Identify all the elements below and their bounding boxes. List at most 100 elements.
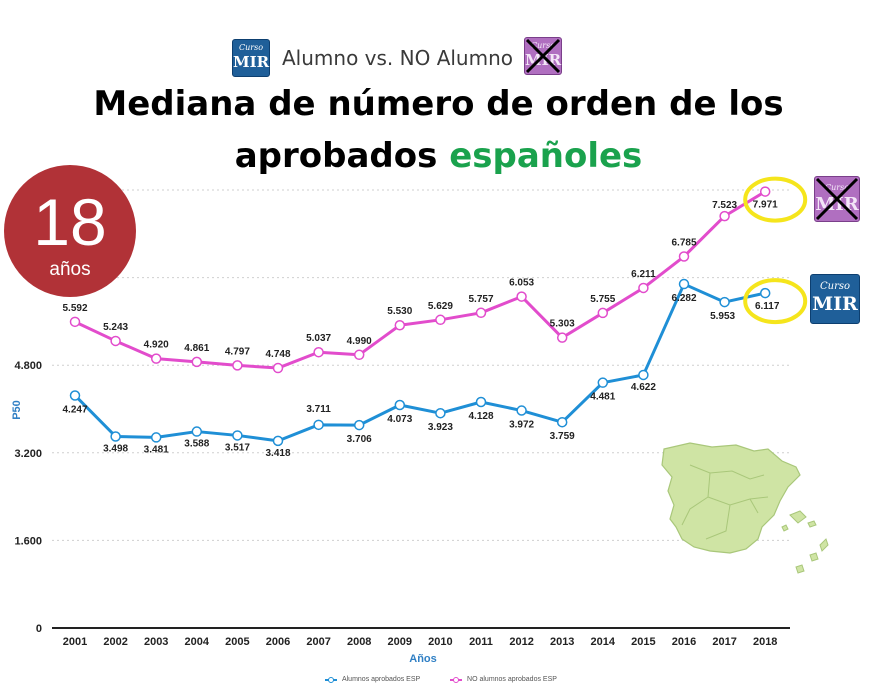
x-tick-label: 2009 [388,636,412,648]
legend-item-alumnos: Alumnos aprobados ESP [341,676,421,683]
data-point [638,282,649,294]
x-tick-label: 2003 [144,636,168,648]
data-point [110,335,121,347]
data-label: 6.785 [671,238,696,249]
x-tick-label: 2010 [428,636,452,648]
data-point [69,316,81,328]
data-label: 4.622 [631,382,656,393]
data-point [394,399,406,411]
logo-text-top: Curso [238,43,264,52]
data-point [516,291,527,302]
x-tick-label: 2018 [753,636,777,648]
x-tick-label: 2016 [672,636,696,648]
series-line [74,190,766,370]
x-tick-label: 2004 [185,636,210,648]
logo-text-top: Curso [530,41,556,50]
legend-marker-blue [325,676,337,683]
data-label: 4.073 [387,414,412,425]
x-axis-title: Años [409,653,437,665]
data-label: 3.972 [509,420,534,431]
data-label: 3.498 [103,443,128,454]
logo-text-main: MIR [812,293,858,315]
data-point [353,419,365,431]
data-point [516,405,527,416]
badge-number: 18 [33,185,107,259]
data-point [435,407,446,419]
logo-text-top: Curso [824,183,850,192]
data-label: 5.303 [550,319,575,330]
data-point [556,416,568,428]
x-tick-label: 2008 [347,636,371,648]
years-badge: 18 años [4,165,136,297]
data-label: 5.755 [590,294,615,305]
badge-label: años [49,259,91,280]
x-tick-label: 2011 [469,636,493,648]
data-label: 6.211 [631,269,656,280]
highlight-circle [743,278,808,325]
data-point [719,210,730,222]
highlight-circle [743,176,808,223]
data-point [232,430,243,441]
data-point [759,287,771,299]
data-point [313,419,324,431]
cross-icon [525,38,561,74]
data-points [69,186,771,447]
data-point [597,307,609,319]
data-label: 3.711 [306,404,331,415]
crossed-curso-mir-logo: Curso MIR [524,37,562,75]
data-point [475,396,487,408]
x-tick-label: 2012 [509,636,533,648]
data-label: 4.481 [590,392,615,403]
y-tick-label: 3.200 [14,448,42,460]
curso-mir-logo: Curso MIR [232,39,270,77]
data-point [759,186,771,197]
crossed-curso-mir-logo-right: Curso MIR [814,176,860,222]
data-label: 5.530 [387,306,412,317]
data-point [678,278,690,290]
data-labels: 4.247 3.498 3.481 3.588 3.517 3.418 3.711 3.706… [62,200,779,459]
data-label: 3.517 [225,442,250,453]
y-tick-label: 4.800 [14,360,42,372]
x-tick-label: 2014 [591,636,616,648]
spain-map-icon [661,442,829,574]
x-tick-label: 2005 [225,636,249,648]
data-label: 4.748 [265,349,290,360]
data-label: 4.861 [184,343,209,354]
page-title-line1: Mediana de número de orden de los [93,84,784,124]
data-label: 3.923 [428,422,453,433]
data-point [110,431,121,442]
data-point [69,390,81,401]
y-tick-label: 1.600 [14,535,42,547]
data-label: 5.953 [710,311,735,322]
data-label: 4.990 [347,336,372,347]
series-lines [73,190,766,443]
data-label: 5.757 [468,294,493,305]
x-tick-label: 2015 [631,636,655,648]
data-point [150,353,162,364]
x-tick-label: 2006 [266,636,290,648]
data-point [394,319,406,331]
cross-icon [815,177,859,221]
data-label: 6.053 [509,278,534,289]
data-label: 4.797 [225,346,250,357]
data-label: 4.920 [144,340,169,351]
data-point [353,349,365,361]
x-tick-label: 2002 [103,636,127,648]
data-label: 5.592 [62,303,87,314]
data-point [150,432,162,443]
data-point [597,377,609,388]
data-point [678,251,690,262]
header-subtitle: Alumno vs. NO Alumno [282,46,514,70]
x-tick-label: 2007 [306,636,330,648]
chart-legend: Alumnos aprobados ESP NO alumnos aprobad… [325,676,557,683]
data-point [435,314,446,326]
title-green-part: españoles [449,136,643,176]
x-tick-label: 2013 [550,636,574,648]
data-point [272,435,284,447]
series-line [73,282,766,443]
data-label: 7.971 [753,200,778,211]
page-title-line2: aprobados españoles [40,134,837,178]
data-label: 3.588 [184,439,209,450]
data-label: 5.037 [306,333,331,344]
